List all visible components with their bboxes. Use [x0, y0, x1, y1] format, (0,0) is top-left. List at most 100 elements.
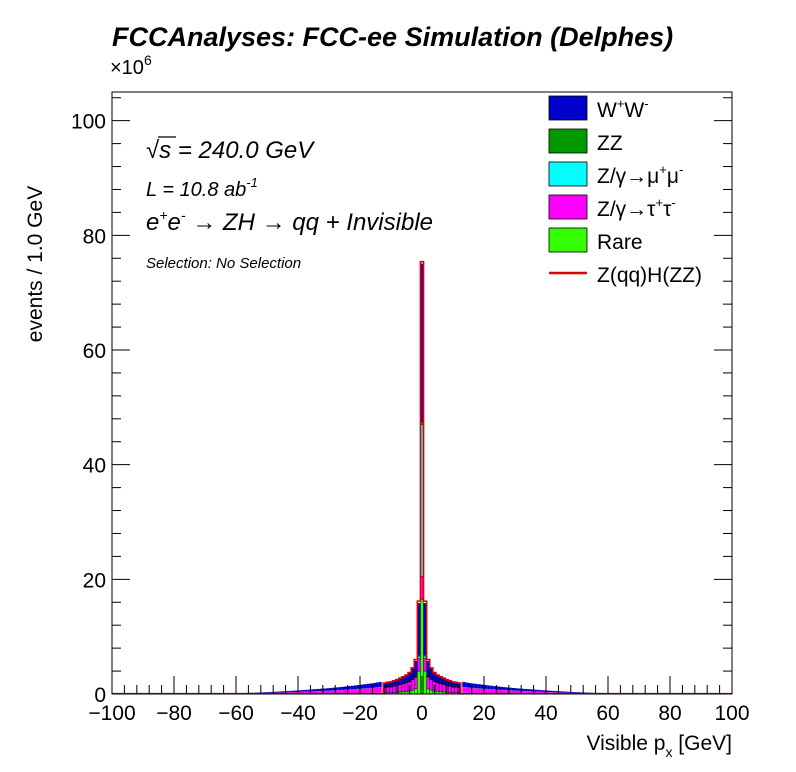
lumi-exp: -1 — [246, 175, 258, 190]
histogram-tail-bar — [332, 690, 336, 694]
y-tick-label: 60 — [83, 340, 106, 363]
x-tick-label: 0 — [416, 702, 428, 725]
histogram-tail-bar — [477, 684, 481, 689]
histogram-tail-bar — [474, 683, 478, 689]
histogram-tail-bar — [502, 687, 506, 691]
legend-label: Z(qq)H(ZZ) — [597, 264, 702, 287]
process-annotation: e+e- → ZH → qq + Invisible — [146, 207, 433, 236]
energy-annotation: √s = 240.0 GeV — [146, 137, 315, 164]
histogram-bar — [398, 684, 403, 693]
histogram-tail-bar — [332, 687, 336, 691]
histogram-tail-bar — [356, 685, 360, 689]
histogram-tail-bar — [350, 689, 354, 694]
y-tick-label: 20 — [83, 569, 106, 592]
histogram-tail-bar — [511, 690, 515, 694]
histogram-tail-bar — [471, 683, 475, 688]
histogram-tail-bar — [375, 682, 379, 688]
histogram-tail-bar — [499, 690, 503, 694]
histogram-tail-bar — [580, 692, 584, 694]
histogram-bar — [429, 679, 434, 691]
histogram-tail-bar — [310, 689, 314, 692]
histogram-tail-bar — [341, 690, 345, 694]
histogram-tail-bar — [471, 688, 475, 693]
histogram-tail-bar — [378, 687, 382, 693]
histogram-tail-bar — [270, 691, 274, 693]
legend-item: Rare — [548, 227, 643, 254]
histogram-tail-bar — [344, 686, 348, 690]
histogram-bar — [451, 686, 455, 694]
histogram-tail-bar — [257, 692, 261, 694]
legend-swatch — [548, 95, 588, 121]
histogram-tail-bar — [369, 683, 373, 688]
histogram-tail-bar — [316, 688, 320, 692]
histogram-tail-bar — [502, 690, 506, 694]
histogram-tail-bar — [539, 690, 543, 692]
histogram-tail-bar — [561, 691, 565, 693]
histogram-tail-bar — [301, 691, 305, 694]
histogram-tail-bar — [536, 691, 540, 694]
histogram-tail-bar — [515, 690, 519, 694]
histogram-tail-bar — [570, 691, 574, 693]
histogram-tail-bar — [316, 691, 320, 694]
histogram-tail-bar — [465, 687, 469, 693]
energy-value: = 240.0 GeV — [171, 137, 315, 164]
histogram-bar — [426, 688, 430, 695]
histogram-tail-bar — [480, 684, 484, 689]
histogram-tail-bar — [267, 692, 271, 693]
histogram-tail-bar — [344, 689, 348, 694]
histogram-tail-bar — [322, 690, 326, 694]
histogram-tail-bar — [353, 685, 357, 690]
histogram-tail-bar — [527, 691, 531, 694]
x-tick-label: −80 — [156, 702, 192, 725]
process-arrow2: → qq + Invisible — [262, 209, 433, 236]
histogram-tail-bar — [254, 692, 258, 694]
histogram-tail-bar — [493, 686, 497, 690]
histogram-tail-bar — [347, 689, 351, 694]
legend-item: Z/γ→τ+τ- — [548, 194, 676, 221]
histogram-tail-bar — [533, 691, 537, 694]
histogram-tail-bar — [505, 687, 509, 691]
histogram-tail-bar — [307, 689, 311, 692]
histogram-tail-bar — [536, 689, 540, 692]
histogram-tail-bar — [294, 692, 298, 694]
histogram-bars — [112, 263, 732, 695]
histogram-tail-bar — [487, 685, 491, 690]
histogram-tail-bar — [335, 687, 339, 691]
histogram-bar — [454, 686, 458, 694]
histogram-tail-bar — [329, 690, 333, 694]
legend-label: W+W- — [597, 96, 649, 122]
histogram-tail-bar — [493, 689, 497, 694]
y-multiplier: ×106 — [110, 52, 152, 79]
x-axis-label-sub: x — [665, 744, 672, 760]
legend-swatch — [548, 194, 588, 220]
histogram-bar — [414, 688, 418, 695]
histogram-tail-bar — [282, 691, 286, 693]
histogram-bar — [423, 670, 427, 695]
histogram-tail-bar — [263, 692, 267, 694]
histogram-tail-bar — [363, 688, 367, 694]
histogram-bar — [429, 689, 434, 695]
x-axis-label: Visible px [GeV] — [586, 732, 732, 760]
histogram-tail-bar — [338, 690, 342, 694]
histogram-tail-bar — [468, 683, 472, 688]
histogram-tail-bar — [329, 687, 333, 691]
x-tick-label: −100 — [88, 702, 135, 725]
legend-swatch — [548, 227, 588, 253]
histogram-tail-bar — [291, 690, 295, 693]
histogram-tail-bar — [366, 683, 370, 689]
legend-label: Z/γ→τ+τ- — [597, 195, 676, 221]
histogram-tail-bar — [511, 687, 515, 691]
histogram-bar — [410, 689, 415, 695]
x-tick-label: −60 — [218, 702, 254, 725]
histogram-tail-bar — [546, 690, 550, 693]
x-tick-label: 20 — [472, 702, 495, 725]
process-e-minus: - — [181, 207, 186, 223]
histogram-bar — [414, 677, 418, 690]
sqrt-s: s — [159, 137, 171, 164]
histogram-tail-bar — [301, 690, 305, 692]
histogram-tail-bar — [465, 682, 469, 688]
histogram-tail-bar — [518, 690, 522, 694]
histogram-tail-bar — [539, 691, 543, 694]
histogram-tail-bar — [307, 691, 311, 694]
